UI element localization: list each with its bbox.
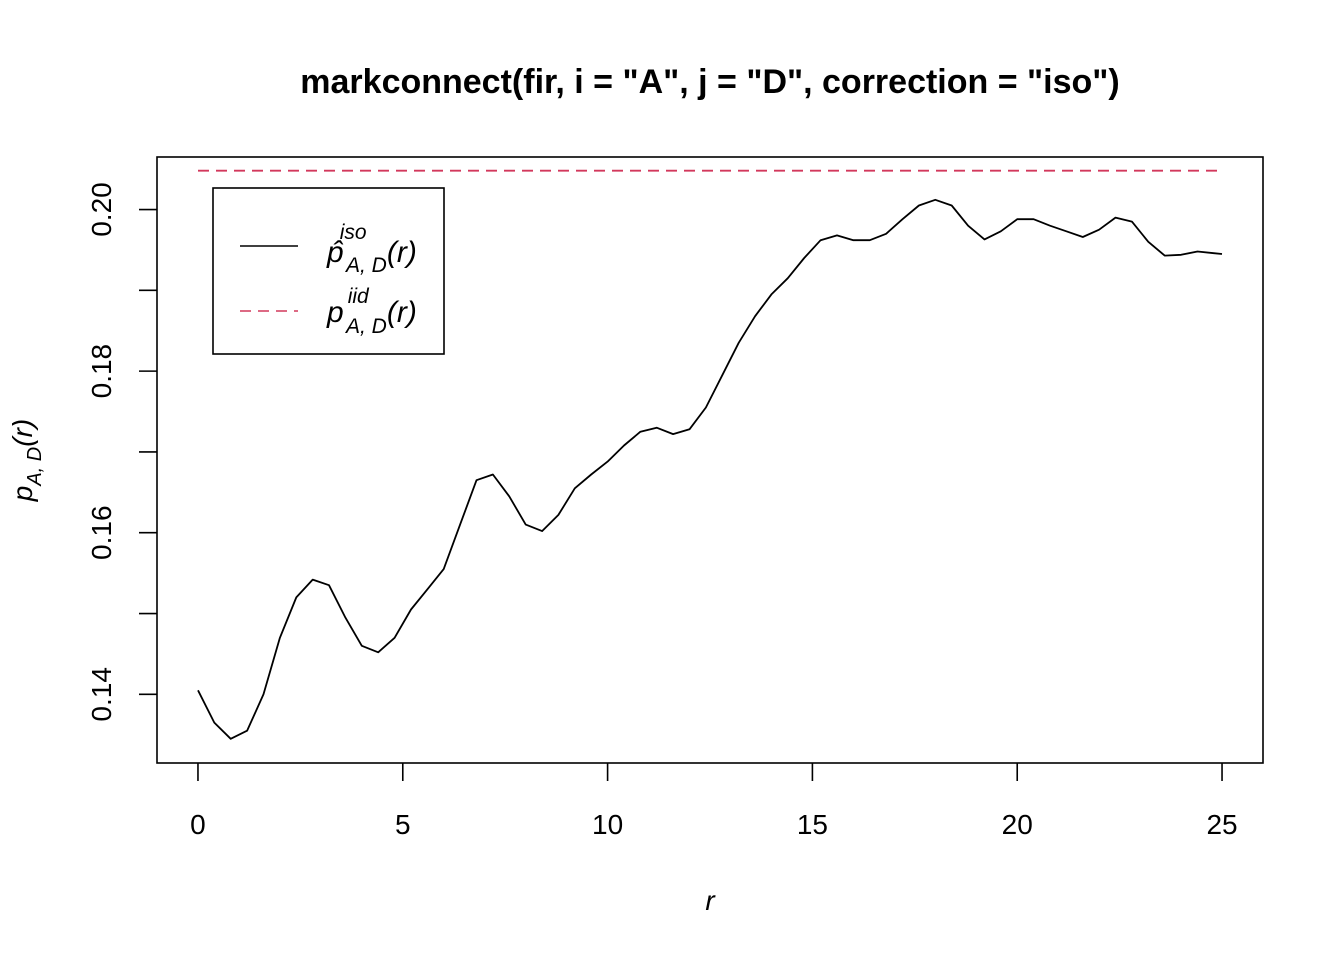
x-tick-label: 15: [797, 809, 828, 840]
y-tick-label: 0.14: [86, 667, 117, 722]
chart-title: markconnect(fir, i = "A", j = "D", corre…: [300, 63, 1119, 101]
y-tick-label: 0.16: [86, 505, 117, 560]
legend-label-iso: p̂iso A, D(r): [326, 221, 417, 277]
series-layer: [197, 169, 1223, 740]
x-tick-label: 10: [592, 809, 623, 840]
legend-iso-arg: (r): [387, 236, 417, 269]
y-label-sub: A, D: [24, 447, 46, 487]
y-label-arg: (r): [7, 419, 38, 447]
plot-frame: [156, 156, 1264, 764]
legend-iso-sup: iso: [340, 221, 367, 244]
x-tick-label: 25: [1206, 809, 1237, 840]
y-tick-label: 0.20: [86, 182, 117, 237]
x-tick-label: 5: [395, 809, 411, 840]
y-axis-label: pA, D(r): [7, 419, 46, 502]
legend-iso-sub: A, D: [344, 254, 387, 277]
y-label-base: p: [7, 486, 38, 503]
legend-label-iid: p iid A, D(r): [326, 285, 417, 338]
legend-iid-sup: iid: [348, 285, 370, 308]
x-axis-label: r: [705, 885, 716, 916]
legend-iso-base: p̂: [326, 236, 344, 269]
y-axis: 0.14 0.16 0.18 0.20: [86, 182, 157, 722]
svg-text:pA, D(r): pA, D(r): [7, 419, 46, 502]
legend: p̂iso A, D(r) p iid A, D(r): [212, 187, 445, 355]
x-axis: 0 5 10 15 20 25: [190, 763, 1238, 840]
legend-iid-sub: A, D: [344, 315, 387, 338]
legend-iid-arg: (r): [387, 296, 417, 329]
x-tick-label: 0: [190, 809, 206, 840]
series-line-0: [197, 198, 1223, 740]
legend-box: [212, 187, 445, 355]
y-tick-label: 0.18: [86, 344, 117, 399]
legend-iid-base: p: [326, 296, 344, 329]
x-tick-label: 20: [1002, 809, 1033, 840]
